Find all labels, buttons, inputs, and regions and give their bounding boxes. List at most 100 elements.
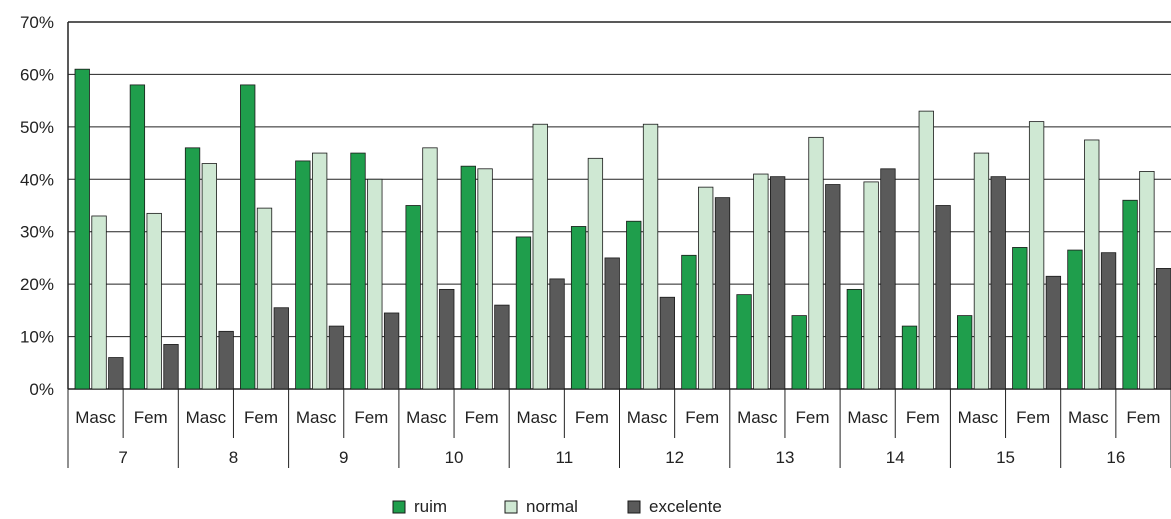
bar-normal — [1028, 121, 1045, 390]
bar-ruim — [791, 315, 807, 390]
bar-excelente — [383, 312, 400, 390]
bar-excelente — [439, 288, 455, 390]
bar-excelente — [273, 307, 289, 390]
subgroup-label: Masc — [847, 408, 888, 427]
y-tick-label: 50% — [20, 118, 54, 137]
bar-ruim — [1122, 199, 1138, 390]
group-label: 12 — [665, 448, 684, 467]
bar-excelente — [714, 197, 731, 390]
bar-normal — [1084, 139, 1100, 390]
bar-normal — [201, 163, 218, 390]
bar-excelente — [1156, 268, 1171, 390]
subgroup-label: Fem — [906, 408, 940, 427]
bar-ruim — [681, 254, 697, 390]
bar-excelente — [108, 357, 124, 390]
bar-excelente — [825, 184, 841, 390]
bar-normal — [367, 178, 383, 390]
bar-ruim — [846, 288, 862, 390]
subgroup-label: Fem — [796, 408, 830, 427]
legend-swatch-ruim — [392, 500, 406, 514]
legend-label-ruim: ruim — [414, 497, 447, 516]
bar-normal — [863, 181, 879, 390]
subgroup-label: Masc — [75, 408, 116, 427]
y-tick-label: 10% — [20, 328, 54, 347]
bar-excelente — [494, 304, 510, 390]
subgroup-label: Fem — [1016, 408, 1050, 427]
y-tick-label: 40% — [20, 170, 54, 189]
bar-excelente — [990, 176, 1006, 390]
subgroup-label: Masc — [627, 408, 668, 427]
x-axis: Masc Fem 7 Masc Fem 8 Masc Fem 9 Masc Fem 10 Masc Fem… — [67, 389, 1171, 468]
subgroup-label: Fem — [1126, 408, 1160, 427]
bar-excelente — [770, 176, 786, 390]
subgroup-label: Masc — [296, 408, 337, 427]
group-label: 11 — [556, 448, 574, 467]
bar-ruim — [626, 220, 642, 390]
group-label: 8 — [229, 448, 238, 467]
bar-normal — [753, 173, 769, 390]
bar-excelente — [1100, 252, 1117, 390]
bar-normal — [146, 212, 162, 390]
y-tick-label: 30% — [20, 223, 54, 242]
bar-excelente — [935, 205, 951, 390]
group-label: 13 — [775, 448, 794, 467]
legend: ruim normal excelente — [392, 497, 722, 516]
bar-ruim — [736, 294, 752, 390]
bar-ruim — [129, 84, 146, 390]
bar-ruim — [74, 68, 90, 390]
group-label: 15 — [996, 448, 1015, 467]
bar-excelente — [163, 344, 179, 390]
bar-ruim — [957, 315, 973, 390]
group-label: 16 — [1106, 448, 1125, 467]
bar-normal — [642, 123, 659, 390]
subgroup-label: Fem — [575, 408, 609, 427]
bar-normal — [91, 215, 107, 390]
bar-normal — [808, 136, 824, 390]
bar-normal — [477, 168, 493, 390]
subgroup-label: Fem — [244, 408, 278, 427]
bar-excelente — [218, 330, 234, 390]
y-tick-label: 0% — [29, 380, 54, 399]
bar-excelente — [659, 296, 675, 390]
bar-ruim — [460, 165, 476, 390]
bar-excelente — [549, 278, 565, 390]
bar-normal — [532, 123, 548, 390]
bar-ruim — [1012, 247, 1028, 390]
bar-ruim — [515, 236, 532, 390]
bar-normal — [698, 186, 714, 390]
subgroup-label: Fem — [354, 408, 388, 427]
bar-normal — [918, 110, 934, 390]
bar-ruim — [295, 160, 311, 390]
subgroup-label: Masc — [958, 408, 999, 427]
bar-excelente — [604, 257, 620, 390]
subgroup-label: Masc — [186, 408, 227, 427]
legend-label-normal: normal — [526, 497, 578, 516]
bar-normal — [587, 157, 604, 390]
subgroup-label: Masc — [1068, 408, 1109, 427]
bar-ruim — [184, 147, 201, 390]
subgroup-label: Masc — [406, 408, 447, 427]
subgroup-label: Fem — [465, 408, 499, 427]
y-tick-label: 20% — [20, 275, 54, 294]
group-label: 14 — [886, 448, 905, 467]
bar-normal — [256, 207, 273, 390]
y-tick-label: 60% — [20, 65, 54, 84]
bar-ruim — [901, 325, 918, 390]
subgroup-label: Masc — [516, 408, 557, 427]
bar-normal — [422, 147, 438, 390]
bar-excelente — [880, 168, 896, 390]
bar-ruim — [1067, 249, 1083, 390]
y-tick-label: 70% — [20, 13, 54, 32]
legend-swatch-normal — [504, 500, 518, 514]
bars — [74, 68, 1171, 390]
subgroup-label: Fem — [685, 408, 719, 427]
group-label: 7 — [118, 448, 127, 467]
bar-ruim — [405, 205, 421, 390]
bar-ruim — [350, 152, 366, 390]
bar-normal — [1139, 171, 1155, 390]
group-label: 10 — [445, 448, 464, 467]
bar-ruim — [570, 226, 587, 390]
bar-excelente — [328, 325, 345, 390]
bar-normal — [973, 152, 990, 390]
